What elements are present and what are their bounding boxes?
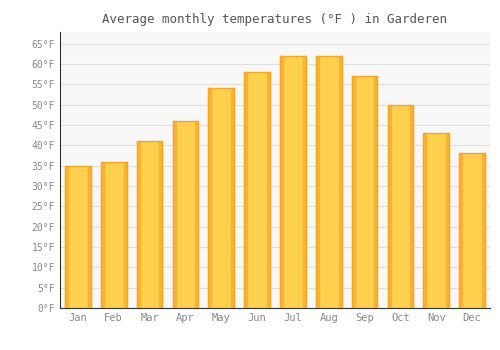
- Bar: [352, 76, 355, 308]
- Bar: [101, 162, 104, 308]
- Bar: [424, 133, 426, 308]
- Bar: [88, 166, 91, 308]
- Bar: [231, 89, 234, 308]
- Bar: [65, 166, 91, 308]
- Bar: [482, 154, 485, 308]
- Bar: [172, 121, 199, 308]
- Bar: [459, 154, 485, 308]
- Title: Average monthly temperatures (°F ) in Garderen: Average monthly temperatures (°F ) in Ga…: [102, 13, 448, 26]
- Bar: [446, 133, 449, 308]
- Bar: [195, 121, 198, 308]
- Bar: [410, 105, 414, 308]
- Bar: [388, 105, 413, 308]
- Bar: [136, 141, 140, 308]
- Bar: [338, 56, 342, 308]
- Bar: [160, 141, 162, 308]
- Bar: [244, 72, 248, 308]
- Bar: [136, 141, 162, 308]
- Bar: [244, 72, 270, 308]
- Bar: [352, 76, 378, 308]
- Bar: [316, 56, 342, 308]
- Bar: [424, 133, 449, 308]
- Bar: [124, 162, 126, 308]
- Bar: [172, 121, 176, 308]
- Bar: [388, 105, 390, 308]
- Bar: [374, 76, 378, 308]
- Bar: [280, 56, 283, 308]
- Bar: [65, 166, 68, 308]
- Bar: [302, 56, 306, 308]
- Bar: [208, 89, 212, 308]
- Bar: [459, 154, 462, 308]
- Bar: [316, 56, 319, 308]
- Bar: [208, 89, 234, 308]
- Bar: [101, 162, 126, 308]
- Bar: [280, 56, 306, 308]
- Bar: [267, 72, 270, 308]
